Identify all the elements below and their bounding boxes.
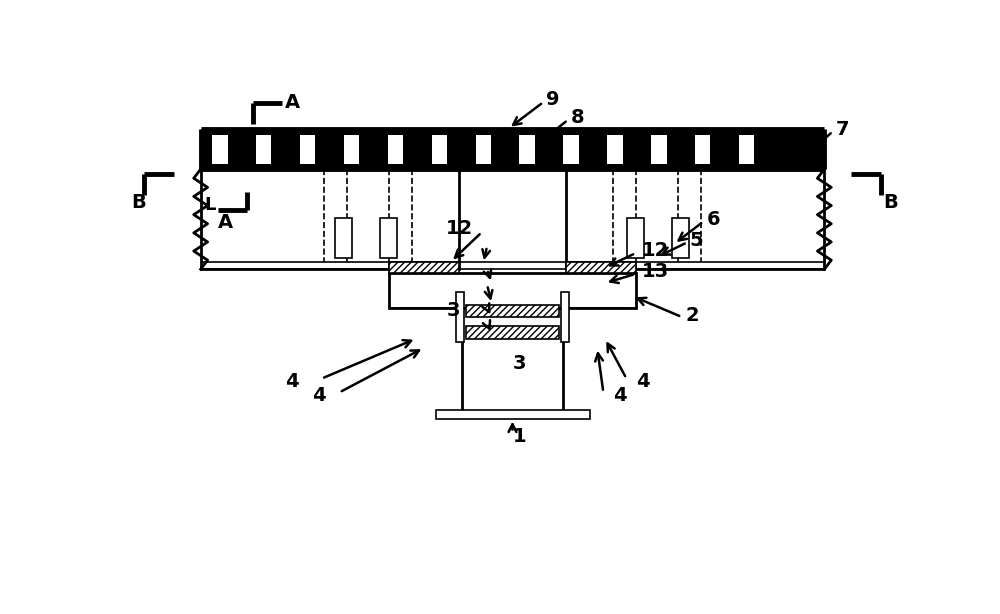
Text: 12: 12: [446, 219, 473, 238]
Text: 8: 8: [570, 108, 584, 127]
Bar: [388, 134, 403, 164]
Bar: [563, 134, 579, 164]
Bar: [212, 134, 228, 164]
Bar: [344, 134, 359, 164]
Bar: [519, 134, 535, 164]
Text: 4: 4: [636, 372, 649, 391]
Bar: [389, 273, 636, 308]
Text: 4: 4: [312, 386, 326, 405]
Bar: [462, 308, 563, 412]
Bar: [256, 134, 271, 164]
Text: 7: 7: [836, 120, 849, 139]
Bar: [566, 169, 824, 270]
Text: B: B: [131, 193, 146, 212]
Bar: [476, 134, 491, 164]
Bar: [436, 410, 590, 419]
Text: 6: 6: [707, 210, 720, 228]
Bar: [380, 218, 397, 258]
Bar: [466, 326, 559, 338]
Bar: [201, 169, 459, 270]
Bar: [456, 292, 464, 341]
Text: 12: 12: [642, 241, 669, 260]
Bar: [335, 218, 352, 258]
Bar: [201, 129, 824, 169]
Bar: [561, 292, 569, 341]
Text: A: A: [218, 213, 233, 232]
Bar: [466, 305, 559, 317]
Bar: [627, 218, 644, 258]
Text: 13: 13: [642, 262, 669, 281]
Bar: [432, 134, 447, 164]
Text: 4: 4: [285, 372, 299, 391]
Text: 4: 4: [613, 386, 626, 405]
Bar: [651, 134, 666, 164]
Bar: [607, 134, 623, 164]
Text: 3: 3: [512, 354, 526, 373]
Text: 5: 5: [690, 230, 703, 249]
Bar: [300, 134, 315, 164]
Text: B: B: [884, 193, 898, 212]
Text: 3: 3: [447, 301, 461, 319]
Bar: [389, 262, 459, 273]
Bar: [672, 218, 689, 258]
Text: 9: 9: [546, 90, 559, 109]
Text: 1: 1: [512, 427, 526, 446]
Text: L: L: [205, 196, 216, 214]
Text: A: A: [285, 93, 300, 112]
Bar: [739, 134, 754, 164]
Bar: [695, 134, 710, 164]
Bar: [566, 262, 636, 273]
Text: 2: 2: [686, 306, 699, 325]
